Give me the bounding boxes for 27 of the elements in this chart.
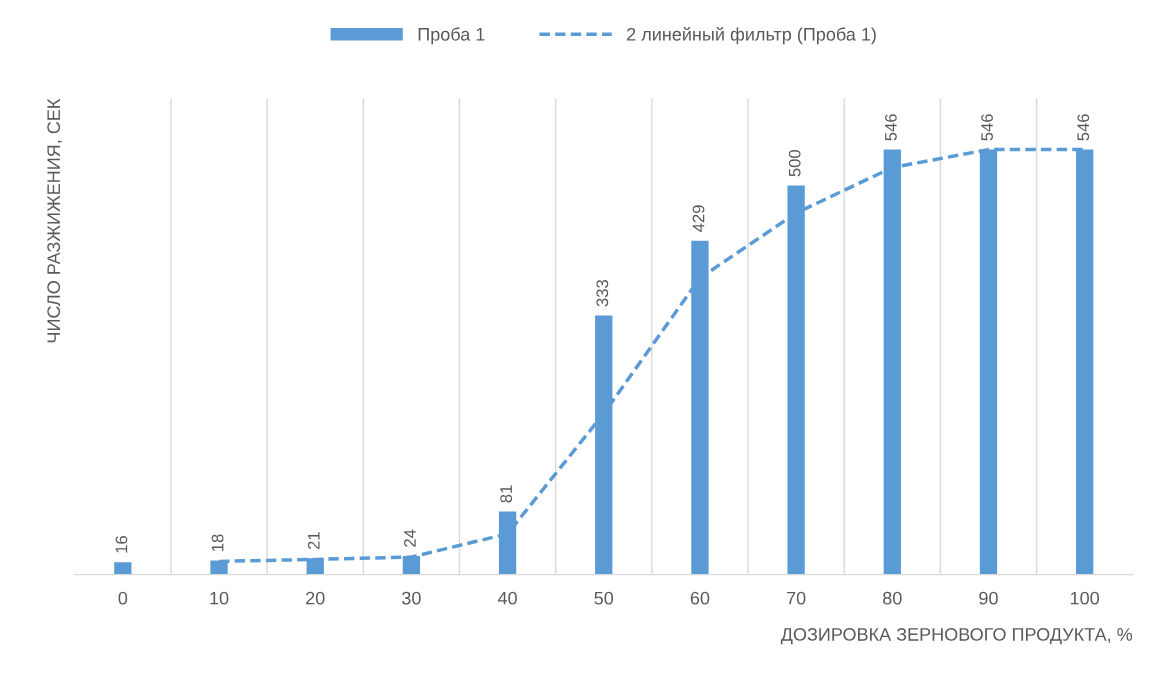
data-label: 21 <box>307 532 320 550</box>
x-tick-label: 80 <box>883 591 902 605</box>
data-label: 18 <box>211 534 224 551</box>
data-label: 546 <box>981 114 993 141</box>
data-label: 546 <box>884 114 897 141</box>
data-label: 429 <box>692 205 705 232</box>
x-tick-label: 0 <box>118 591 128 605</box>
x-axis-title: ДОЗИРОВКА ЗЕРНОВОГО ПРОДУКТА, % <box>780 628 1133 645</box>
x-tick-label: 100 <box>1070 591 1100 605</box>
x-tick-label: 60 <box>690 591 710 605</box>
data-label: 16 <box>115 536 128 553</box>
data-label: 333 <box>596 279 609 307</box>
x-tick-label: 70 <box>787 591 806 605</box>
x-tick-label: 20 <box>306 591 325 605</box>
data-label: 81 <box>500 485 513 503</box>
data-label: 546 <box>1077 114 1090 141</box>
x-tick-label: 10 <box>210 591 229 605</box>
x-tick-label: 30 <box>402 591 421 605</box>
y-axis-title: ЧИСЛО РАЗЖИЖЕНИЯ, СЕК <box>47 98 63 343</box>
x-tick-label: 50 <box>594 591 614 605</box>
data-label: 24 <box>404 529 416 547</box>
data-label: 500 <box>788 149 801 177</box>
bar <box>114 562 132 575</box>
legend-label: Проба 1 <box>418 27 485 45</box>
legend-label: 2 линейный фильтр (Проба 1) <box>627 27 876 45</box>
x-tick-label: 90 <box>979 591 998 605</box>
x-tick-label: 40 <box>497 591 517 605</box>
